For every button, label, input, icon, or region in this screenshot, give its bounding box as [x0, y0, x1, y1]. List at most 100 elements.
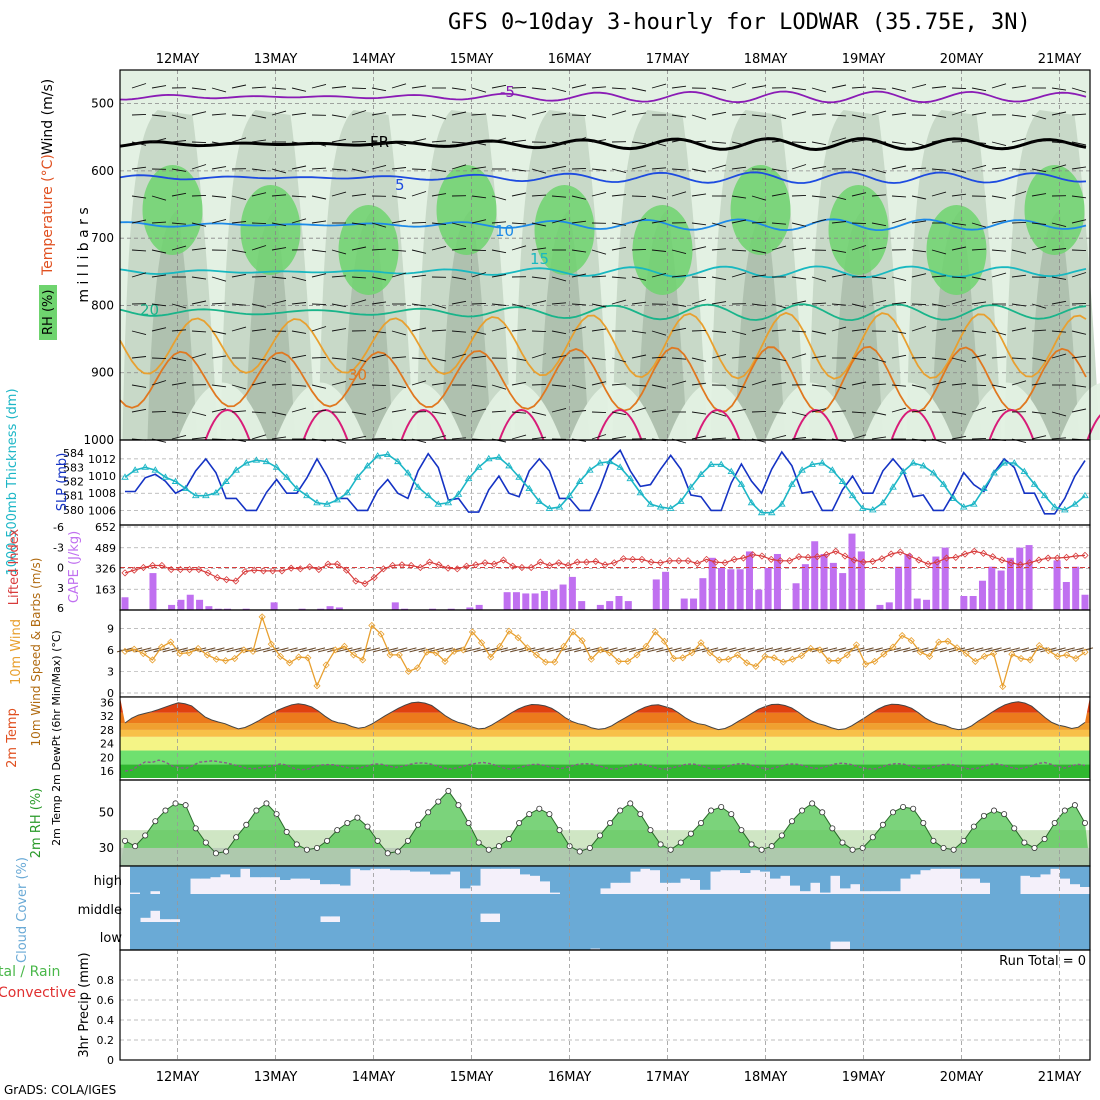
li-marker — [462, 562, 471, 570]
wind10-barb — [738, 647, 755, 653]
y-tick-label: 1000 — [83, 433, 114, 447]
wind-barb — [631, 141, 647, 145]
wind-barb — [971, 301, 987, 305]
cape-bar — [848, 533, 856, 610]
li-marker — [1072, 552, 1080, 560]
li-marker — [241, 567, 249, 576]
wind-barb — [691, 357, 707, 362]
cloud-bar — [990, 922, 1001, 950]
rh2m-marker — [344, 820, 351, 827]
cloud-bar — [670, 866, 681, 883]
cape-bar — [680, 598, 688, 610]
wind10-marker — [432, 649, 440, 657]
wind10-marker — [779, 658, 787, 666]
temp-tick: 20 — [100, 751, 114, 764]
wind10-marker — [1044, 647, 1052, 655]
wind-barb — [271, 168, 287, 174]
wind-barb — [951, 383, 967, 386]
thickness-marker — [929, 469, 938, 476]
wind-barb — [351, 411, 367, 415]
wind-barb — [1071, 302, 1087, 305]
rh2m-marker — [970, 823, 977, 830]
wind-barb — [851, 434, 867, 440]
wind10-barb — [290, 647, 307, 653]
wind10-marker — [569, 628, 577, 636]
wind-barb — [431, 222, 447, 225]
wind10-barb — [766, 647, 783, 653]
wind-barb — [591, 249, 607, 255]
wind-barb — [651, 249, 667, 252]
li-marker — [767, 555, 775, 563]
wind-barb — [571, 326, 587, 332]
wind10-barb — [820, 647, 838, 653]
wind-barb — [571, 167, 587, 170]
wind-barb — [551, 141, 567, 145]
wind-barb — [431, 382, 447, 386]
wind-barb — [551, 218, 567, 224]
thickness-marker — [1000, 459, 1008, 466]
wind-barb — [1071, 249, 1087, 252]
wind-barb — [951, 110, 967, 116]
cloud-bar — [860, 894, 871, 922]
wind-barb — [851, 168, 867, 172]
wind-barb — [431, 168, 447, 173]
wind-barb — [751, 303, 767, 307]
li-marker — [998, 556, 1006, 564]
li-marker — [250, 566, 258, 574]
isotherm-35 — [400, 409, 447, 441]
wind-barb — [191, 437, 207, 440]
li-marker — [813, 553, 821, 561]
wind-barb — [271, 411, 287, 416]
wind-barb — [611, 168, 627, 174]
cloud-bar — [890, 894, 901, 922]
cape-bar — [326, 606, 334, 610]
cape-bar — [540, 590, 548, 610]
date-label-top: 13MAY — [254, 52, 298, 67]
wind-barb — [811, 166, 827, 170]
rh2m-marker — [1071, 802, 1078, 809]
wind10-barb — [1067, 647, 1084, 653]
wind10-barb — [555, 647, 572, 653]
li-marker — [324, 560, 332, 568]
wind-barb — [991, 141, 1007, 147]
wind-barb — [871, 357, 887, 363]
wind-barb — [171, 329, 187, 332]
wind-barb — [731, 356, 747, 359]
cloud-bar — [340, 866, 351, 886]
cloud-bar — [430, 866, 441, 875]
wind-barb — [751, 274, 767, 278]
wind-barb — [771, 222, 787, 225]
wind-barb — [1031, 303, 1047, 309]
cloud-bar — [160, 922, 171, 950]
cape-bar — [895, 566, 903, 610]
cloud-bar — [550, 922, 561, 950]
cloud-bar — [870, 922, 881, 950]
wind10-marker — [889, 643, 897, 651]
cloud-bar — [910, 866, 921, 875]
wind-barb — [171, 114, 187, 120]
li-marker — [1044, 554, 1052, 562]
wind-barb — [591, 357, 607, 361]
wind-barb — [731, 272, 747, 278]
wind-barb — [251, 245, 267, 251]
wind10-marker — [770, 654, 778, 662]
li-marker — [195, 565, 203, 574]
wind-barb — [371, 384, 387, 387]
wind-barb — [271, 357, 287, 363]
cape-bar — [997, 570, 1005, 610]
cloud-bar — [580, 922, 591, 950]
wind-barb — [1071, 408, 1087, 413]
rh-high-blob — [926, 205, 987, 295]
rh2m-marker — [485, 846, 492, 853]
wind10-barb — [574, 647, 591, 653]
cloud-bar — [720, 866, 731, 871]
wind-barb — [751, 410, 767, 413]
cloud-bar — [1070, 894, 1081, 922]
li-marker — [158, 561, 166, 570]
isotherm-35 — [792, 409, 839, 441]
wind-barb — [611, 411, 627, 416]
cloud-bar — [240, 922, 251, 950]
wind10-barb — [674, 647, 691, 653]
rh2m-marker — [324, 837, 331, 844]
rh2m-marker — [384, 850, 391, 857]
